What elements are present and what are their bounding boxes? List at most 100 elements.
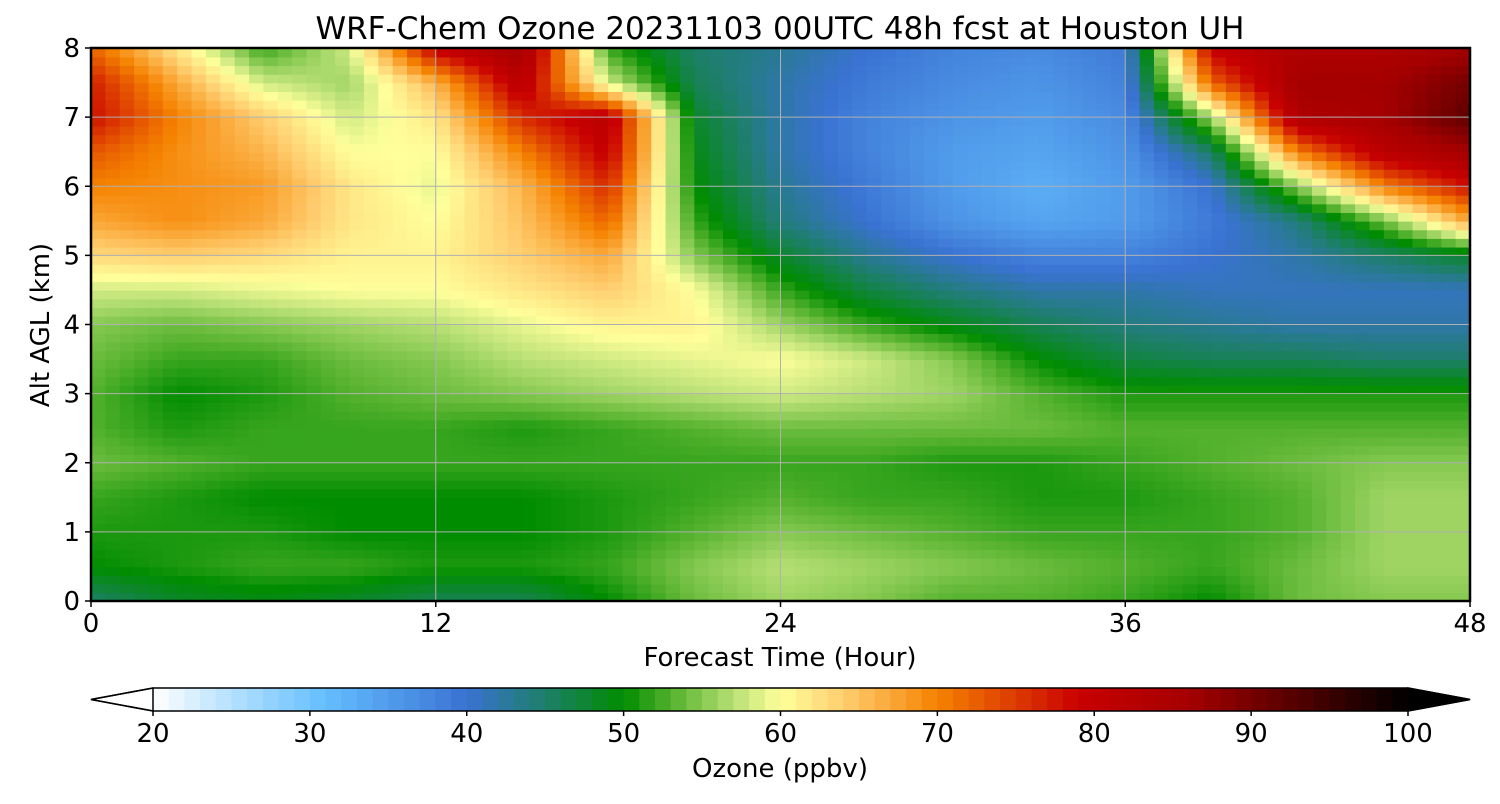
heatmap-cell bbox=[579, 557, 595, 568]
heatmap-cell bbox=[823, 324, 839, 334]
heatmap-cell bbox=[521, 194, 538, 205]
heatmap-cell bbox=[1139, 557, 1155, 568]
heatmap-cell bbox=[909, 367, 925, 378]
heatmap-cell bbox=[306, 264, 322, 274]
heatmap-cell bbox=[981, 238, 997, 248]
heatmap-cell bbox=[407, 255, 423, 265]
heatmap-cell bbox=[852, 471, 868, 481]
heatmap-cell bbox=[1110, 505, 1127, 516]
heatmap-cell bbox=[464, 566, 480, 576]
heatmap-cell bbox=[1096, 315, 1112, 326]
heatmap-cell bbox=[837, 583, 854, 594]
heatmap-cell bbox=[392, 246, 408, 257]
heatmap-cell bbox=[823, 410, 839, 421]
heatmap-cell bbox=[809, 531, 825, 542]
heatmap-cell bbox=[1182, 298, 1198, 309]
heatmap-cell bbox=[1024, 462, 1040, 473]
heatmap-cell bbox=[1340, 436, 1356, 447]
heatmap-cell bbox=[493, 592, 509, 601]
heatmap-cell bbox=[881, 436, 897, 447]
heatmap-cell bbox=[1197, 333, 1213, 343]
heatmap-cell bbox=[651, 168, 667, 179]
heatmap-cell bbox=[679, 514, 696, 525]
heatmap-cell bbox=[1326, 289, 1342, 300]
heatmap-cell bbox=[780, 281, 796, 291]
heatmap-cell bbox=[1297, 359, 1313, 369]
heatmap-cell bbox=[435, 393, 451, 404]
heatmap-cell bbox=[450, 445, 466, 455]
heatmap-cell bbox=[1455, 549, 1470, 559]
heatmap-cell bbox=[1110, 255, 1127, 265]
heatmap-cell bbox=[536, 419, 552, 429]
heatmap-cell bbox=[277, 384, 293, 395]
heatmap-cell bbox=[852, 229, 868, 239]
heatmap-cell bbox=[1053, 454, 1069, 464]
heatmap-cell bbox=[1125, 246, 1141, 257]
heatmap-cell bbox=[1053, 272, 1069, 283]
heatmap-cell bbox=[363, 220, 380, 231]
heatmap-cell bbox=[723, 592, 739, 601]
heatmap-cell bbox=[809, 471, 825, 481]
heatmap-cell bbox=[191, 514, 207, 525]
heatmap-cell bbox=[1297, 367, 1313, 378]
heatmap-cell bbox=[909, 194, 925, 205]
heatmap-cell bbox=[665, 341, 681, 352]
heatmap-cell bbox=[852, 376, 868, 386]
heatmap-cell bbox=[91, 462, 107, 473]
heatmap-cell bbox=[1096, 497, 1112, 507]
heatmap-cell bbox=[837, 523, 854, 533]
heatmap-cell bbox=[363, 264, 380, 274]
heatmap-cell bbox=[134, 220, 150, 231]
heatmap-cell bbox=[651, 462, 667, 473]
heatmap-cell bbox=[1455, 186, 1470, 196]
heatmap-cell bbox=[1168, 367, 1184, 378]
heatmap-cell bbox=[134, 419, 150, 429]
heatmap-cell bbox=[306, 402, 322, 412]
heatmap-cell bbox=[1039, 281, 1055, 291]
heatmap-cell bbox=[1067, 160, 1083, 170]
heatmap-cell bbox=[1383, 393, 1399, 404]
heatmap-cell bbox=[593, 428, 609, 438]
heatmap-cell bbox=[277, 540, 293, 550]
heatmap-cell bbox=[737, 557, 753, 568]
heatmap-cell bbox=[378, 523, 394, 533]
heatmap-cell bbox=[881, 592, 897, 601]
heatmap-cell bbox=[292, 289, 308, 300]
heatmap-cell bbox=[407, 281, 423, 291]
heatmap-cell bbox=[938, 333, 954, 343]
heatmap-cell bbox=[493, 289, 509, 300]
heatmap-cell bbox=[622, 333, 638, 343]
heatmap-cell bbox=[809, 350, 825, 360]
heatmap-cell bbox=[1168, 333, 1184, 343]
heatmap-cell bbox=[263, 505, 279, 516]
heatmap-cell bbox=[1211, 255, 1227, 265]
heatmap-cell bbox=[780, 186, 796, 196]
heatmap-cell bbox=[162, 454, 178, 464]
heatmap-cell bbox=[320, 592, 336, 601]
heatmap-cell bbox=[952, 471, 969, 481]
heatmap-cell bbox=[881, 168, 897, 179]
heatmap-cell bbox=[1067, 419, 1083, 429]
heatmap-cell bbox=[1211, 514, 1227, 525]
heatmap-cell bbox=[1240, 350, 1256, 360]
heatmap-cell bbox=[579, 540, 595, 550]
heatmap-cell bbox=[1110, 497, 1127, 507]
heatmap-cell bbox=[220, 540, 236, 550]
heatmap-cell bbox=[1412, 350, 1428, 360]
heatmap-cell bbox=[105, 592, 121, 601]
heatmap-cell bbox=[306, 289, 322, 300]
heatmap-cell bbox=[1254, 289, 1270, 300]
heatmap-cell bbox=[1082, 151, 1098, 162]
heatmap-cell bbox=[1197, 436, 1213, 447]
heatmap-cell bbox=[1426, 471, 1443, 481]
heatmap-cell bbox=[320, 540, 336, 550]
heatmap-cell bbox=[967, 428, 983, 438]
heatmap-cell bbox=[1067, 488, 1083, 499]
heatmap-cell bbox=[1010, 575, 1026, 585]
heatmap-cell bbox=[1225, 289, 1241, 300]
heatmap-cell bbox=[679, 549, 696, 559]
heatmap-cell bbox=[435, 384, 451, 395]
heatmap-cell bbox=[780, 264, 796, 274]
heatmap-cell bbox=[277, 514, 293, 525]
heatmap-cell bbox=[1125, 229, 1141, 239]
